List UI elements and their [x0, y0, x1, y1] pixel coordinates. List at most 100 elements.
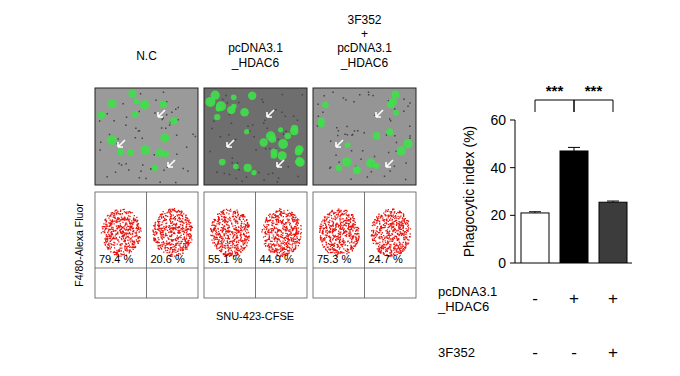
green-cell [132, 111, 139, 118]
green-cell [216, 101, 226, 111]
arrow [267, 110, 274, 117]
y-tick-label: 40 [490, 160, 506, 176]
green-cell [393, 110, 399, 116]
green-cell [397, 146, 406, 155]
green-cell [233, 164, 239, 170]
quadrant-percentage: 79.4 % [99, 253, 133, 265]
green-cell [251, 170, 256, 175]
flow-x-label: SNU-423-CFSE [216, 310, 294, 322]
green-cell [127, 149, 134, 156]
green-cell [219, 159, 226, 166]
panel-title: _HDAC6 [231, 56, 280, 70]
green-cell [134, 99, 140, 105]
condition-sign: + [569, 289, 579, 308]
quadrant-percentage: 55.1 % [208, 253, 242, 265]
green-cell [244, 164, 252, 172]
micrograph-frame [313, 88, 416, 185]
green-cell [336, 165, 342, 171]
significance-bracket [574, 100, 613, 112]
green-cell [216, 106, 222, 112]
green-cell [284, 133, 291, 140]
y-tick-label: 0 [498, 255, 506, 271]
green-cell [141, 145, 151, 155]
y-tick [510, 215, 515, 216]
green-cell [271, 149, 278, 156]
green-cell [240, 108, 249, 117]
green-cell [403, 139, 412, 148]
green-cell [160, 134, 169, 143]
green-cell [278, 151, 287, 160]
green-cell [214, 114, 220, 120]
bars [521, 147, 627, 263]
condition-label: 3F352 [438, 345, 475, 360]
y-axis [515, 120, 516, 263]
panel-title: pcDNA3.1 [228, 41, 283, 55]
arrow [227, 140, 234, 147]
panel-title: _HDAC6 [340, 56, 389, 70]
green-cell [231, 94, 237, 100]
bar [560, 151, 588, 263]
quadrant-percentage: 75.3 % [317, 253, 351, 265]
significance-label: *** [546, 82, 564, 99]
condition-sign: + [608, 343, 618, 362]
green-cell [108, 99, 117, 108]
micrograph-cells [317, 92, 411, 181]
flow-events [101, 208, 193, 257]
significance-label: *** [585, 82, 603, 99]
flow-plot: 75.3 % 24.7 % [313, 192, 416, 298]
arrow [118, 140, 125, 147]
green-cell [248, 92, 256, 100]
condition-sign: + [608, 289, 618, 308]
arrow [336, 140, 343, 147]
condition-label: pcDNA3.1 [438, 284, 497, 299]
green-cell [128, 90, 136, 98]
condition-sign: - [571, 343, 577, 362]
quadrant-percentage: 44.9 % [260, 253, 294, 265]
green-cell [244, 129, 249, 134]
micrograph-frame [95, 88, 198, 185]
arrow [158, 110, 165, 117]
green-cell [117, 148, 124, 155]
panel-title: pcDNA3.1 [337, 41, 392, 55]
micrograph [313, 88, 416, 185]
error-bar [568, 147, 580, 151]
green-cell [342, 157, 352, 167]
bar-chart: 0204060Phagocytic index (%)******pcDNA3.… [437, 82, 632, 362]
panel-title: 3F352 [347, 13, 381, 27]
green-cell [295, 157, 304, 166]
green-cell [162, 151, 169, 158]
green-cell [107, 135, 117, 145]
green-cell [266, 131, 276, 141]
green-cell [353, 166, 361, 174]
figure: N.CpcDNA3.1_HDAC63F352+pcDNA3.1_HDAC679.… [0, 0, 680, 376]
quadrant-percentage: 20.6 % [151, 253, 185, 265]
flow-frame [313, 192, 416, 298]
flow-events [210, 208, 302, 257]
green-cell [278, 139, 288, 149]
micrograph-frame [204, 88, 307, 185]
y-tick [510, 120, 515, 121]
quadrant-line [146, 192, 147, 298]
green-cell [318, 118, 325, 125]
quadrant-line [364, 192, 365, 298]
quadrant-percentage: 24.7 % [369, 253, 403, 265]
flow-plot: 79.4 % 20.6 % [95, 192, 198, 298]
error-bar [529, 212, 541, 213]
y-tick-label: 20 [490, 207, 506, 223]
condition-label: _HDAC6 [437, 299, 489, 314]
green-cell [296, 158, 305, 167]
green-cell [152, 165, 159, 172]
y-tick [510, 263, 515, 264]
condition-sign: - [532, 343, 538, 362]
quadrant-line [204, 268, 307, 269]
flow-y-label: F4/80-Alexa Fluor [73, 203, 85, 287]
condition-sign: - [532, 289, 538, 308]
arrow [386, 160, 393, 167]
green-cell [159, 100, 167, 108]
green-cell [231, 104, 236, 109]
green-cell [290, 127, 298, 135]
green-cell [140, 100, 149, 109]
flow-frame [95, 192, 198, 298]
green-cell [260, 138, 268, 146]
flow-events [319, 208, 411, 257]
